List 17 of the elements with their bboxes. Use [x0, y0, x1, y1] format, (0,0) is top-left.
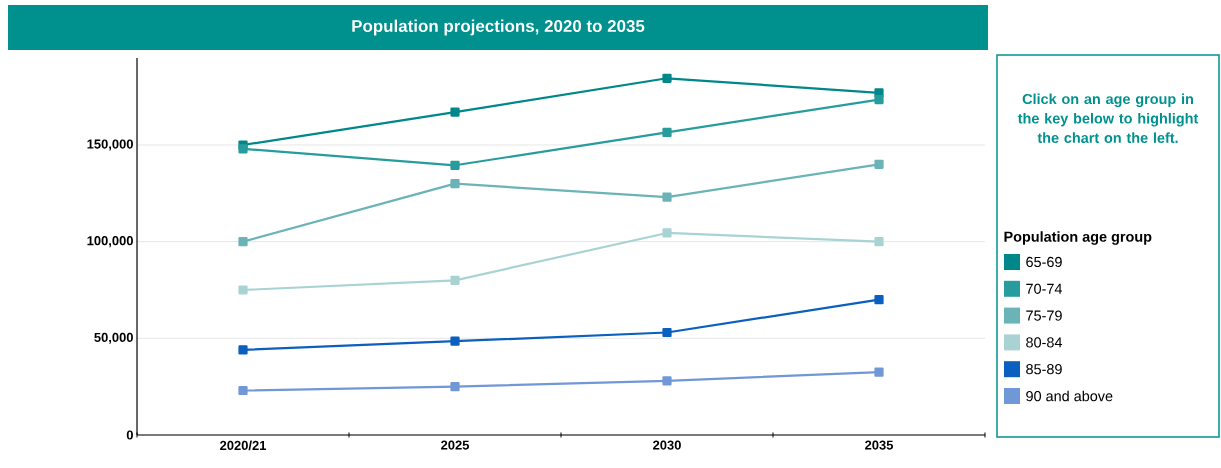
x-tick-label: 2035 — [865, 440, 894, 450]
legend-label: 65-69 — [1026, 256, 1062, 268]
x-tick-label: 2025 — [441, 440, 470, 450]
legend-title: Population age group — [1004, 231, 1152, 245]
x-tick-label: 2030 — [653, 440, 681, 450]
legend-label: 75-79 — [1026, 310, 1062, 321]
y-tick-label: 150,000 — [87, 139, 133, 151]
y-tick-label: 50,000 — [94, 332, 133, 344]
y-tick-label: 0 — [126, 430, 133, 440]
legend-label: 80-84 — [1026, 337, 1063, 348]
text: Click on an age group in the key below to highlight the chart on the left. — [1017, 93, 1199, 143]
y-tick-label: 100,000 — [87, 236, 133, 248]
legend-label: 90 and above — [1026, 390, 1113, 402]
chart-title: Population projections, 2020 to 2035 — [352, 19, 645, 36]
legend-label: 85-89 — [1026, 364, 1062, 375]
legend-label: 70-74 — [1026, 283, 1063, 294]
x-tick-label: 2020/21 — [220, 440, 267, 451]
